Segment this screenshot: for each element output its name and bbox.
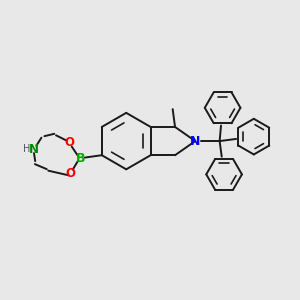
Text: O: O [65, 136, 75, 149]
Text: H: H [23, 144, 31, 154]
Text: O: O [66, 167, 76, 180]
Text: B: B [76, 152, 86, 165]
Text: N: N [190, 135, 200, 148]
Text: N: N [28, 143, 38, 156]
